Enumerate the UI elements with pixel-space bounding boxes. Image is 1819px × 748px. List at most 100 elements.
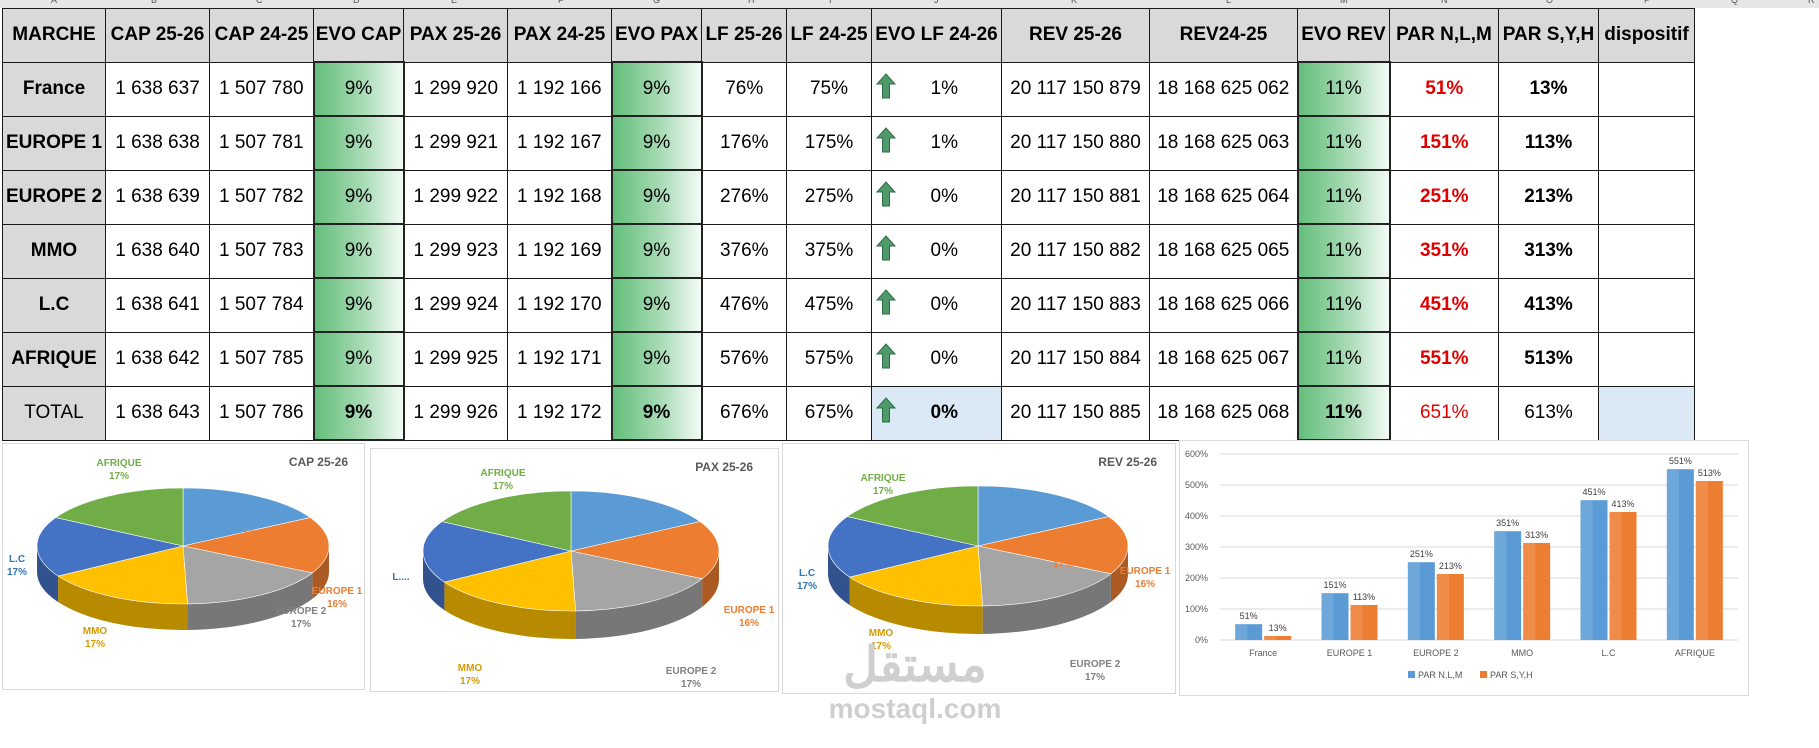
cell-market[interactable]: L.C	[2, 277, 106, 333]
cell-market[interactable]: France	[2, 61, 106, 117]
cell-evo-cap[interactable]: 9%	[312, 331, 405, 387]
header-cell-lf-2425[interactable]: LF 24-25	[786, 8, 872, 63]
cell-lf2526[interactable]: 676%	[701, 385, 787, 441]
cell-cap2425[interactable]: 1 507 781	[209, 115, 314, 171]
cell-pax2425[interactable]: 1 192 170	[507, 277, 612, 333]
cell-evo-cap[interactable]: 9%	[312, 61, 405, 117]
cell-dispositif[interactable]	[1598, 115, 1695, 171]
cell-lf2526[interactable]: 576%	[701, 331, 787, 387]
cell-evo-lf[interactable]: 0%	[871, 169, 1002, 225]
cell-lf2425[interactable]: 75%	[786, 61, 872, 117]
cell-rev2526[interactable]: 20 117 150 885	[1001, 385, 1150, 441]
cell-cap2526[interactable]: 1 638 638	[105, 115, 210, 171]
cell-market[interactable]: EUROPE 2	[2, 169, 106, 225]
cell-evo-cap[interactable]: 9%	[312, 115, 405, 171]
header-cell-lf-2526[interactable]: LF 25-26	[701, 8, 787, 63]
cell-evo-cap[interactable]: 9%	[312, 169, 405, 225]
cell-cap2425[interactable]: 1 507 783	[209, 223, 314, 279]
cell-lf2526[interactable]: 376%	[701, 223, 787, 279]
cell-evo-pax[interactable]: 9%	[610, 277, 703, 333]
cell-evo-rev[interactable]: 11%	[1296, 115, 1391, 171]
cell-par-syh[interactable]: 513%	[1498, 331, 1599, 387]
cell-market[interactable]: MMO	[2, 223, 106, 279]
cell-lf2526[interactable]: 476%	[701, 277, 787, 333]
cell-cap2526[interactable]: 1 638 643	[105, 385, 210, 441]
header-cell-evo-lf[interactable]: EVO LF 24-26	[871, 8, 1002, 63]
cell-par-nlm[interactable]: 451%	[1389, 277, 1499, 333]
cell-par-syh[interactable]: 13%	[1498, 61, 1599, 117]
cell-evo-rev[interactable]: 11%	[1296, 61, 1391, 117]
header-cell-pax-2526[interactable]: PAX 25-26	[403, 8, 508, 63]
cell-evo-rev[interactable]: 11%	[1296, 223, 1391, 279]
cell-par-syh[interactable]: 113%	[1498, 115, 1599, 171]
cell-evo-pax[interactable]: 9%	[610, 223, 703, 279]
cell-cap2526[interactable]: 1 638 641	[105, 277, 210, 333]
cell-dispositif[interactable]	[1598, 331, 1695, 387]
cell-dispositif[interactable]	[1598, 385, 1695, 441]
header-cell-rev-2526[interactable]: REV 25-26	[1001, 8, 1150, 63]
header-cell-evo-cap[interactable]: EVO CAP	[313, 8, 404, 63]
cell-pax2526[interactable]: 1 299 924	[403, 277, 508, 333]
header-cell-par-nlm[interactable]: PAR N,L,M	[1389, 8, 1499, 63]
cell-pax2526[interactable]: 1 299 920	[403, 61, 508, 117]
cell-evo-lf[interactable]: 0%	[871, 223, 1002, 279]
cell-evo-rev[interactable]: 11%	[1296, 169, 1391, 225]
pie-chart-pax[interactable]: PAX 25-26 EUROPE 1 16% EUROPE 2 17% MMO 17% L..…	[370, 448, 779, 692]
cell-rev2526[interactable]: 20 117 150 883	[1001, 277, 1150, 333]
cell-evo-pax[interactable]: 9%	[610, 331, 703, 387]
cell-par-nlm[interactable]: 651%	[1389, 385, 1499, 441]
cell-rev2526[interactable]: 20 117 150 880	[1001, 115, 1150, 171]
cell-lf2425[interactable]: 175%	[786, 115, 872, 171]
cell-cap2425[interactable]: 1 507 780	[209, 61, 314, 117]
cell-par-syh[interactable]: 213%	[1498, 169, 1599, 225]
cell-evo-pax[interactable]: 9%	[610, 169, 703, 225]
cell-evo-rev[interactable]: 11%	[1296, 331, 1391, 387]
cell-evo-lf[interactable]: 1%	[871, 115, 1002, 171]
cell-rev2526[interactable]: 20 117 150 881	[1001, 169, 1150, 225]
cell-lf2425[interactable]: 575%	[786, 331, 872, 387]
cell-lf2425[interactable]: 475%	[786, 277, 872, 333]
cell-evo-pax[interactable]: 9%	[610, 115, 703, 171]
cell-evo-lf[interactable]: 1%	[871, 61, 1002, 117]
cell-par-syh[interactable]: 413%	[1498, 277, 1599, 333]
cell-evo-lf[interactable]: 0%	[871, 331, 1002, 387]
cell-rev2425[interactable]: 18 168 625 065	[1149, 223, 1298, 279]
cell-evo-pax[interactable]: 9%	[610, 61, 703, 117]
bar-chart-par[interactable]: 0% 100% 200% 300% 400% 500% 600% 51% 13% France 15…	[1179, 440, 1749, 696]
cell-pax2526[interactable]: 1 299 923	[403, 223, 508, 279]
cell-pax2526[interactable]: 1 299 926	[403, 385, 508, 441]
header-cell-cap-2526[interactable]: CAP 25-26	[105, 8, 210, 63]
cell-cap2425[interactable]: 1 507 785	[209, 331, 314, 387]
cell-cap2526[interactable]: 1 638 639	[105, 169, 210, 225]
cell-rev2425[interactable]: 18 168 625 068	[1149, 385, 1298, 441]
cell-par-nlm[interactable]: 551%	[1389, 331, 1499, 387]
cell-par-nlm[interactable]: 51%	[1389, 61, 1499, 117]
cell-pax2425[interactable]: 1 192 169	[507, 223, 612, 279]
cell-par-syh[interactable]: 613%	[1498, 385, 1599, 441]
cell-market[interactable]: EUROPE 1	[2, 115, 106, 171]
cell-rev2425[interactable]: 18 168 625 066	[1149, 277, 1298, 333]
header-cell-marche[interactable]: MARCHE	[2, 8, 106, 63]
cell-cap2425[interactable]: 1 507 782	[209, 169, 314, 225]
cell-cap2425[interactable]: 1 507 786	[209, 385, 314, 441]
cell-lf2425[interactable]: 275%	[786, 169, 872, 225]
cell-rev2425[interactable]: 18 168 625 062	[1149, 61, 1298, 117]
cell-evo-lf[interactable]: 0%	[871, 277, 1002, 333]
cell-evo-cap[interactable]: 9%	[312, 223, 405, 279]
cell-par-nlm[interactable]: 151%	[1389, 115, 1499, 171]
cell-rev2425[interactable]: 18 168 625 067	[1149, 331, 1298, 387]
cell-evo-cap[interactable]: 9%	[312, 277, 405, 333]
cell-market[interactable]: TOTAL	[2, 385, 106, 441]
cell-pax2526[interactable]: 1 299 921	[403, 115, 508, 171]
cell-lf2425[interactable]: 375%	[786, 223, 872, 279]
cell-evo-rev[interactable]: 11%	[1296, 385, 1391, 441]
cell-pax2526[interactable]: 1 299 922	[403, 169, 508, 225]
cell-evo-cap[interactable]: 9%	[312, 385, 405, 441]
cell-par-nlm[interactable]: 251%	[1389, 169, 1499, 225]
cell-pax2425[interactable]: 1 192 168	[507, 169, 612, 225]
cell-dispositif[interactable]	[1598, 169, 1695, 225]
cell-rev2526[interactable]: 20 117 150 884	[1001, 331, 1150, 387]
cell-market[interactable]: AFRIQUE	[2, 331, 106, 387]
cell-evo-pax[interactable]: 9%	[610, 385, 703, 441]
cell-cap2526[interactable]: 1 638 637	[105, 61, 210, 117]
